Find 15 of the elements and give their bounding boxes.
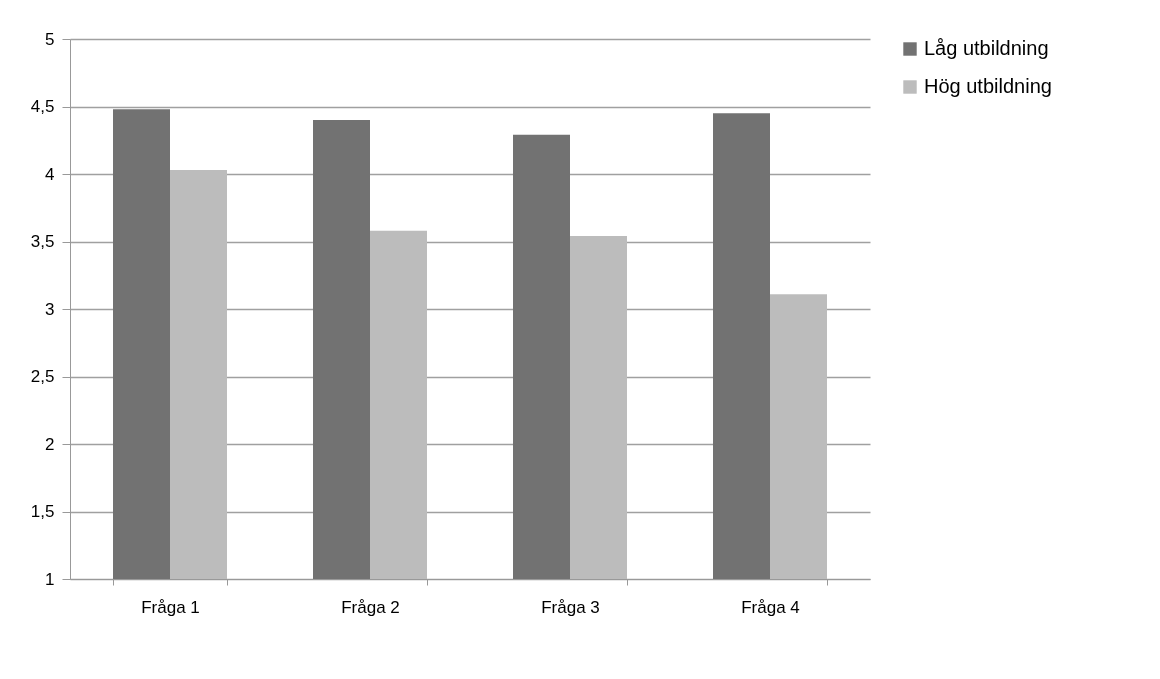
x-tick-label: Fråga 2 <box>341 597 400 617</box>
x-tick-label: Fråga 4 <box>741 597 800 617</box>
x-tick-label: Fråga 1 <box>141 597 200 617</box>
y-tick-label: 2,5 <box>30 367 55 386</box>
y-tick-label: 3 <box>45 299 55 319</box>
legend-label: Hög utbildning <box>924 75 1052 97</box>
y-tick-label: 5 <box>45 29 55 49</box>
y-tick-label: 3,5 <box>30 232 55 251</box>
y-tick-label: 4,5 <box>30 97 55 116</box>
x-tick-label: Fråga 3 <box>541 597 600 617</box>
y-tick-label: 2 <box>45 434 55 454</box>
y-tick-label: 1,5 <box>30 502 55 521</box>
legend-label: Låg utbildning <box>924 37 1049 59</box>
y-tick-label: 1 <box>45 569 55 589</box>
y-tick-label: 4 <box>45 164 55 184</box>
